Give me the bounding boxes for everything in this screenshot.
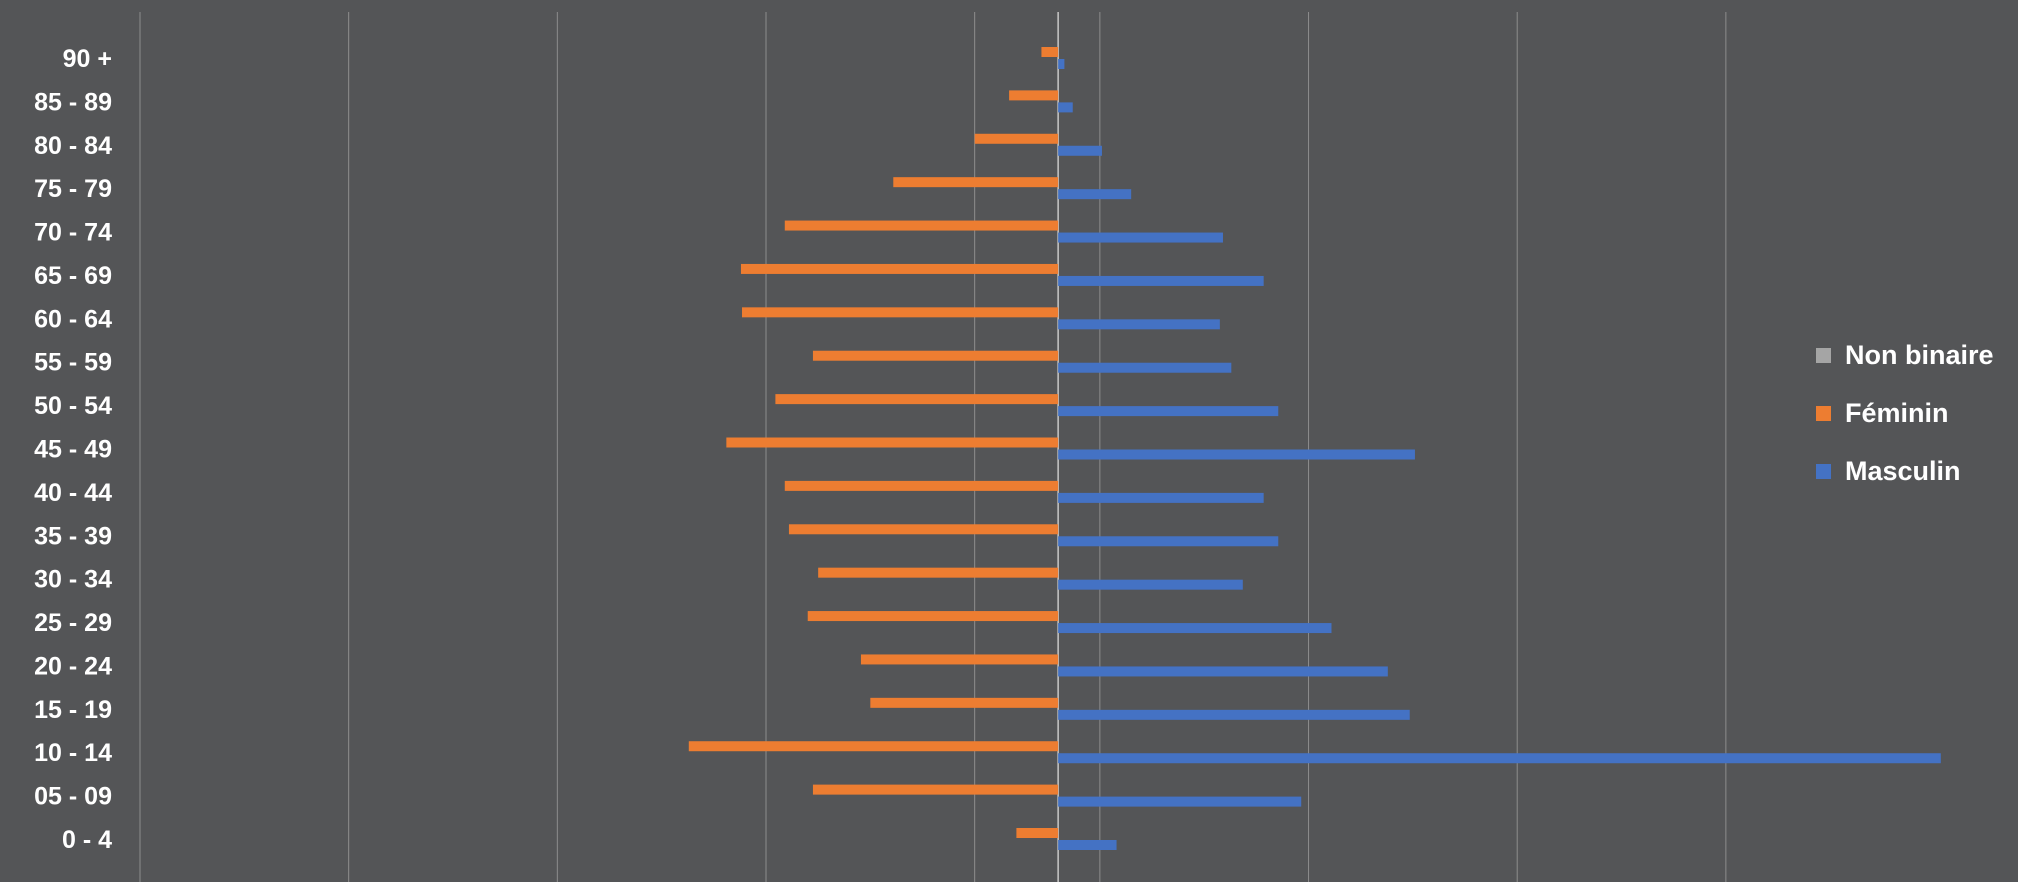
category-tick-label: 70 - 74	[34, 219, 112, 247]
bar-f-minin-12	[742, 307, 1059, 318]
legend-label: Masculin	[1845, 456, 1961, 486]
bar-masculin-5	[1058, 623, 1332, 634]
bar-f-minin-13	[740, 263, 1059, 274]
bar-f-minin-15	[893, 177, 1059, 188]
bar-masculin-14	[1058, 232, 1223, 243]
legend: Non binaire Féminin Masculin	[1816, 340, 1994, 486]
bar-masculin-0	[1058, 840, 1117, 850]
category-tick-label: 85 - 89	[34, 88, 112, 116]
bar-masculin-15	[1058, 189, 1132, 200]
bar-f-minin-17	[1009, 90, 1059, 101]
category-tick-label: 20 - 24	[34, 652, 112, 680]
category-tick-label: 0 - 4	[62, 826, 112, 854]
bar-f-minin-7	[788, 524, 1059, 535]
bar-masculin-18	[1058, 59, 1065, 69]
category-tick-label: 25 - 29	[34, 609, 112, 637]
legend-swatch	[1816, 348, 1831, 363]
bar-f-minin-11	[812, 350, 1059, 361]
bar-masculin-9	[1058, 449, 1415, 460]
category-axis: 0 - 4 05 - 09 10 - 14 15 - 19 20 - 24 25 - 29…	[34, 45, 112, 854]
bar-masculin-4	[1058, 666, 1388, 677]
bar-f-minin-16	[974, 133, 1059, 144]
category-tick-label: 15 - 19	[34, 696, 112, 724]
bar-f-minin-3	[870, 697, 1059, 708]
bars	[688, 47, 1941, 850]
bar-f-minin-5	[807, 611, 1059, 622]
category-tick-label: 05 - 09	[34, 783, 112, 811]
category-tick-label: 45 - 49	[34, 436, 112, 464]
bar-f-minin-1	[812, 784, 1059, 795]
category-tick-label: 10 - 14	[34, 739, 112, 767]
bar-f-minin-2	[688, 741, 1059, 752]
bar-masculin-3	[1058, 709, 1410, 720]
category-tick-label: 30 - 34	[34, 566, 112, 594]
bar-masculin-12	[1058, 319, 1220, 330]
bar-f-minin-18	[1041, 47, 1059, 57]
legend-swatch	[1816, 464, 1831, 479]
bar-f-minin-0	[1016, 828, 1059, 838]
legend-label: Non binaire	[1845, 340, 1994, 370]
category-tick-label: 40 - 44	[34, 479, 112, 507]
bar-f-minin-4	[860, 654, 1059, 665]
bar-masculin-11	[1058, 362, 1232, 373]
bar-f-minin-14	[784, 220, 1059, 231]
category-tick-label: 65 - 69	[34, 262, 112, 290]
category-tick-label: 60 - 64	[34, 305, 112, 333]
bar-masculin-6	[1058, 579, 1243, 590]
bar-masculin-10	[1058, 406, 1279, 417]
bar-masculin-2	[1058, 753, 1941, 764]
category-tick-label: 80 - 84	[34, 132, 112, 160]
legend-label: Féminin	[1845, 398, 1949, 428]
bar-masculin-16	[1058, 145, 1102, 156]
bar-f-minin-9	[726, 437, 1059, 448]
bar-masculin-1	[1058, 796, 1302, 807]
legend-swatch	[1816, 406, 1831, 421]
bar-masculin-7	[1058, 536, 1279, 547]
category-tick-label: 35 - 39	[34, 522, 112, 550]
category-tick-label: 55 - 59	[34, 349, 112, 377]
category-tick-label: 50 - 54	[34, 392, 112, 420]
bar-f-minin-6	[818, 567, 1059, 578]
category-tick-label: 75 - 79	[34, 175, 112, 203]
category-tick-label: 90 +	[63, 45, 112, 73]
bar-f-minin-10	[775, 394, 1059, 405]
bar-f-minin-8	[784, 480, 1059, 491]
bar-masculin-17	[1058, 102, 1073, 113]
bar-masculin-8	[1058, 492, 1264, 503]
bar-masculin-13	[1058, 275, 1264, 286]
